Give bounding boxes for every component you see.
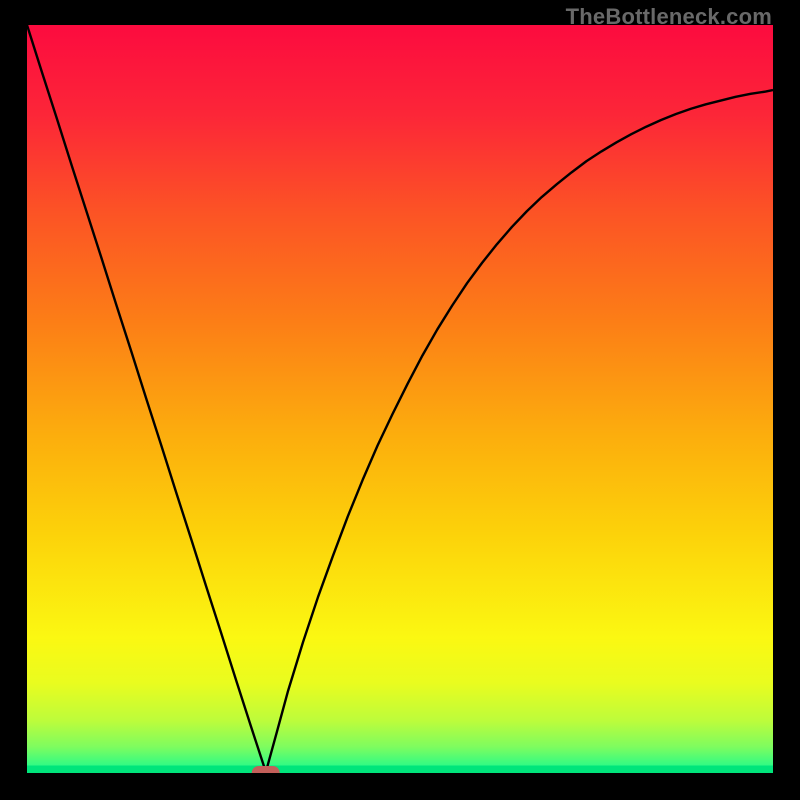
plot-area — [27, 25, 773, 773]
bottom-band — [27, 766, 773, 773]
chart-container: TheBottleneck.com — [0, 0, 800, 800]
min-marker — [252, 766, 280, 773]
watermark-label: TheBottleneck.com — [566, 4, 772, 30]
